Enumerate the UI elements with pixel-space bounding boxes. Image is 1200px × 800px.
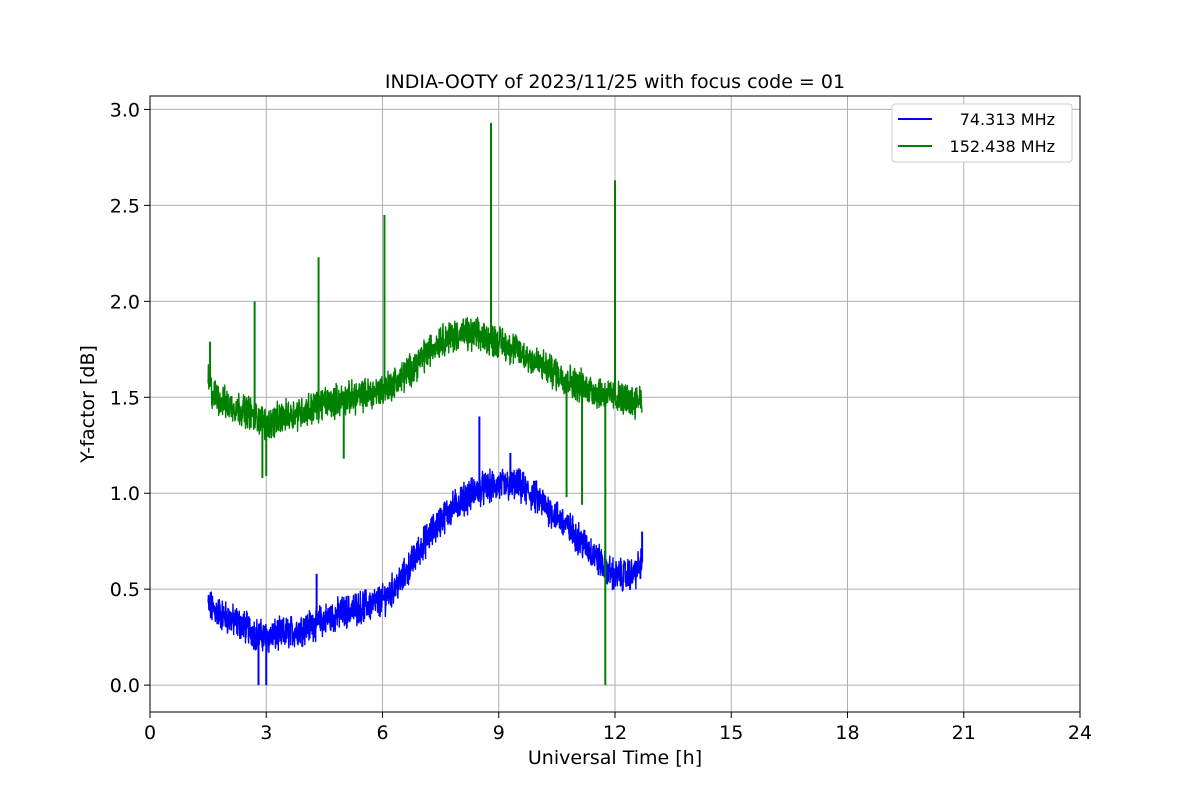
x-tick-label: 21 <box>952 722 976 744</box>
x-tick-label: 12 <box>603 722 627 744</box>
series-layer <box>207 122 644 686</box>
chart-title: INDIA-OOTY of 2023/11/25 with focus code… <box>385 71 845 93</box>
legend-label: 74.313 MHz <box>960 110 1055 129</box>
x-tick-label: 9 <box>493 722 505 744</box>
y-tick-label: 2.0 <box>110 291 140 313</box>
legend-label: 152.438 MHz <box>950 137 1055 156</box>
y-axis-label: Y-factor [dB] <box>77 345 99 464</box>
y-tick-label: 1.5 <box>110 387 140 409</box>
y-tick-label: 2.5 <box>110 195 140 217</box>
series-line <box>207 467 643 654</box>
y-tick-label: 3.0 <box>110 99 140 121</box>
x-tick-label: 3 <box>260 722 272 744</box>
x-tick-label: 0 <box>144 722 156 744</box>
x-tick-label: 18 <box>835 722 859 744</box>
series-high-frequency <box>207 122 643 686</box>
x-tick-label: 6 <box>376 722 388 744</box>
y-axis: 0.0 0.5 1.0 1.5 2.0 2.5 3.0 <box>110 99 150 697</box>
legend: 74.313 MHz 152.438 MHz <box>891 103 1073 163</box>
y-tick-label: 0.0 <box>110 675 140 697</box>
y-tick-label: 0.5 <box>110 579 140 601</box>
y-tick-label: 1.0 <box>110 483 140 505</box>
x-tick-label: 15 <box>719 722 743 744</box>
series-low-frequency <box>207 416 644 686</box>
x-axis: 0 3 6 9 12 15 18 21 24 <box>144 712 1092 744</box>
legend-frame <box>891 103 1073 163</box>
series-line <box>207 316 643 441</box>
x-tick-label: 24 <box>1068 722 1092 744</box>
x-axis-label: Universal Time [h] <box>528 747 702 769</box>
